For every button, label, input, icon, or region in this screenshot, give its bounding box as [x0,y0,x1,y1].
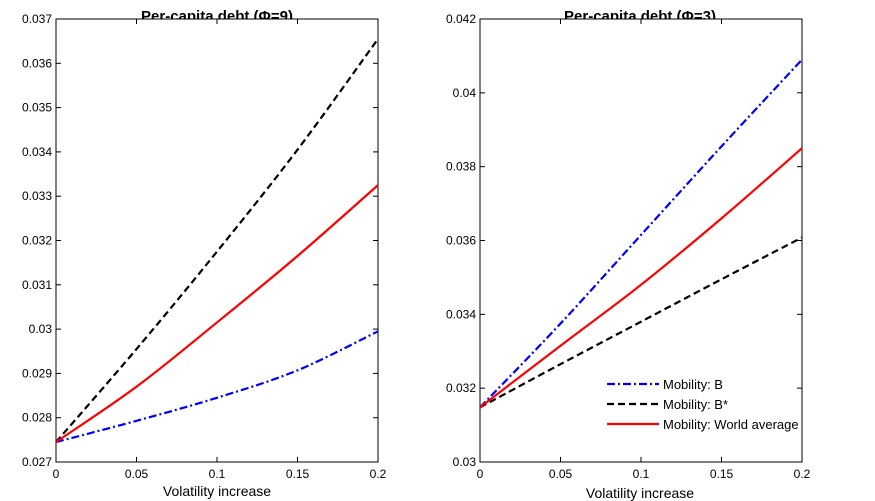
chart-right-y-tick-label: 0.038 [446,160,476,174]
chart-left-axes-box [55,18,379,463]
chart-right-x-tick-label: 0.05 [549,467,573,481]
chart-left-lines [55,38,379,444]
chart-right-x-ticks: 0 0.05 0.1 0.15 0.2 [477,19,811,481]
chart-right-y-tick-label: 0.032 [446,381,476,395]
chart-right-series-2-line [479,147,803,409]
chart-left-x-tick-label: 0 [53,467,60,481]
chart-right-y-tick-label: 0.036 [446,234,476,248]
chart-left-series-0-line [55,330,379,444]
chart-left-xlabel: Volatility increase [163,483,271,499]
chart-right: Per-capita debt (Φ=3) 0 0.05 0.1 0.15 0.2 0.… [446,8,811,501]
chart-left-x-tick-label: 0.2 [370,467,387,481]
chart-left-y-tick-label: 0.029 [22,366,52,380]
chart-left-y-tick-label: 0.036 [22,56,52,70]
chart-right-y-ticks: 0.03 0.032 0.034 0.036 0.038 0.04 0.042 [446,12,802,469]
chart-left-series-1-line [55,38,379,443]
chart-right-lines [479,58,803,409]
chart-right-x-tick-label: 0.1 [633,467,650,481]
chart-left-x-ticks: 0 0.05 0.1 0.15 0.2 [53,19,387,481]
chart-left-y-tick-label: 0.031 [22,278,52,292]
chart-left-x-tick-label: 0.15 [286,467,310,481]
chart-right-series-1-line [479,236,803,409]
chart-right-y-tick-label: 0.034 [446,307,476,321]
legend-label: Mobility: B* [663,397,728,412]
chart-left-x-tick-label: 0.1 [209,467,226,481]
chart-left-y-tick-label: 0.035 [22,101,52,115]
chart-right-y-tick-label: 0.04 [453,86,477,100]
chart-right-y-tick-label: 0.03 [453,455,477,469]
legend-label: Mobility: World average [663,417,799,432]
chart-right-legend: Mobility: B Mobility: B* Mobility: World a… [607,377,799,432]
chart-right-series-0-line [479,58,803,409]
chart-right-x-tick-label: 0.15 [710,467,734,481]
chart-left-y-tick-label: 0.028 [22,411,52,425]
chart-left-y-tick-label: 0.027 [22,455,52,469]
chart-left-y-tick-label: 0.033 [22,189,52,203]
chart-left-y-tick-label: 0.034 [22,145,52,159]
chart-left-y-tick-label: 0.032 [22,234,52,248]
chart-left-y-tick-label: 0.037 [22,12,52,26]
chart-right-axes-box [479,18,803,463]
chart-right-y-tick-label: 0.042 [446,12,476,26]
chart-left-y-ticks: 0.027 0.028 0.029 0.03 0.031 0.032 0.033 0.034 0… [22,12,378,469]
chart-left-y-tick-label: 0.03 [29,322,53,336]
chart-right-xlabel: Volatility increase [586,485,694,501]
legend-label: Mobility: B [663,377,723,392]
chart-right-x-tick-label: 0 [477,467,484,481]
chart-right-x-tick-label: 0.2 [794,467,811,481]
chart-left-x-tick-label: 0.05 [125,467,149,481]
chart-left-series-2-line [55,184,379,443]
chart-left: Per-capita debt (Φ=9) 0 0.05 0.1 0.15 0.2 0.… [22,8,387,499]
